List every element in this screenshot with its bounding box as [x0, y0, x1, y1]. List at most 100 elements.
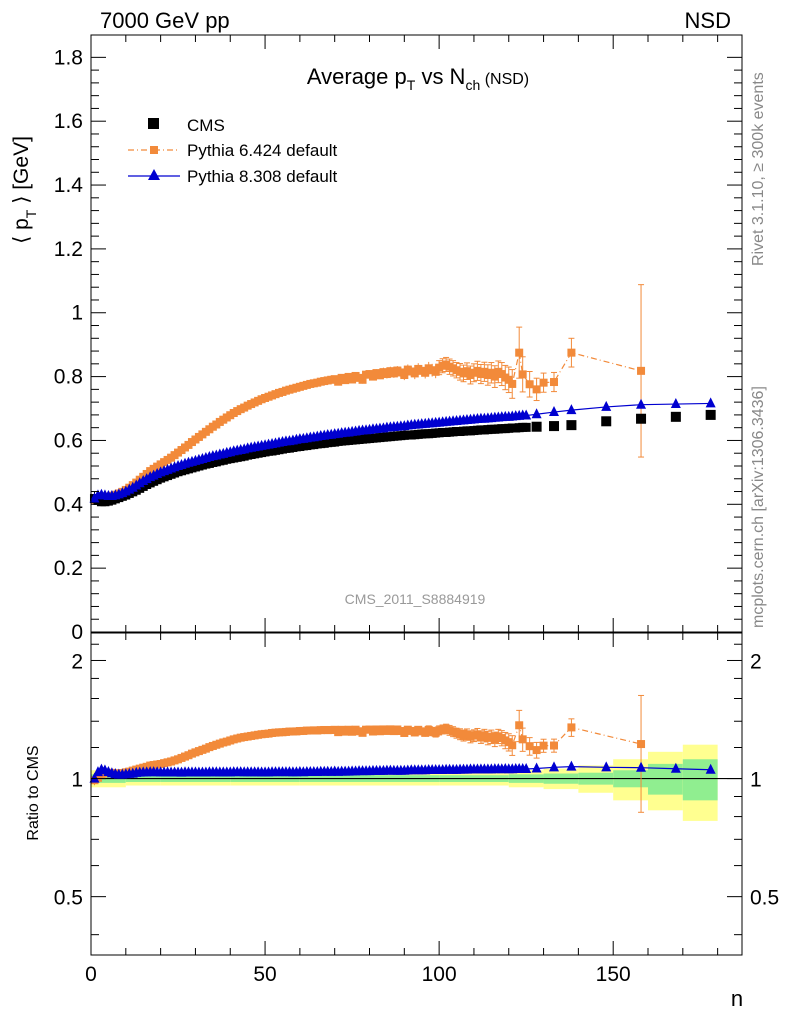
pythia6-point [539, 372, 548, 393]
pythia8-ratio-marker [636, 761, 647, 772]
pythia6-point [532, 377, 541, 402]
pythia6-marker [539, 378, 548, 387]
main-ytick-label: 1 [71, 302, 83, 325]
pythia6-ratio-marker [518, 735, 527, 744]
main-ytick-label: 1.6 [54, 110, 83, 133]
pythia6-ratio-point [508, 735, 517, 756]
pythia6-ratio-marker [539, 741, 548, 750]
pythia8-marker [636, 398, 647, 409]
pythia6-point [567, 337, 576, 368]
main-ytick-label: 0.8 [54, 366, 83, 389]
pythia6-ratio-point [525, 737, 534, 756]
legend-entry-cms: CMS [148, 116, 225, 135]
pythia6-ratio-marker [532, 746, 541, 755]
cms-marker [670, 411, 681, 422]
pythia6-point [637, 284, 646, 458]
legend-label-pythia8: Pythia 8.308 default [187, 167, 338, 186]
pythia6-marker [431, 367, 440, 376]
pythia6-ratio-point [567, 718, 576, 737]
cms-marker [636, 413, 647, 424]
pythia8-marker [670, 398, 681, 409]
ratio-band-inner [682, 759, 718, 801]
pythia6-ratio-marker [567, 723, 576, 732]
main-ytick-label: 1.2 [54, 238, 83, 261]
pythia8-ratio-marker [566, 760, 577, 771]
pythia6-marker [504, 375, 513, 384]
pythia6-point [550, 371, 559, 393]
main-ytick-label: 0.2 [54, 557, 83, 580]
pythia6-marker [532, 385, 541, 394]
ratio-ytick-label-right: 0.5 [750, 887, 779, 910]
xtick-label: 150 [596, 963, 631, 986]
x-axis-label: n [731, 986, 743, 1011]
pythia6-point [508, 369, 517, 399]
main-ytick-label: 0.6 [54, 429, 83, 452]
legend-entry-pythia8: Pythia 8.308 default [128, 167, 338, 186]
pythia8-ratio-marker [89, 772, 100, 783]
main-frame [90, 34, 743, 633]
xtick-label: 100 [422, 963, 457, 986]
legend-marker-pythia8 [148, 169, 160, 180]
ratio-ytick-label-right: 1 [750, 769, 762, 792]
header-right: NSD [685, 8, 731, 33]
ratio-frame [90, 632, 743, 956]
pythia6-point [525, 370, 534, 398]
cms-marker [549, 421, 560, 432]
cms-marker [531, 421, 542, 432]
pythia6-ratio-marker [508, 741, 517, 750]
pythia6-ratio-point [550, 738, 559, 753]
legend-label-pythia6: Pythia 6.424 default [187, 141, 338, 160]
main-ytick-label: 0 [71, 621, 83, 644]
pythia8-marker [705, 397, 716, 408]
pythia6-marker [525, 380, 534, 389]
main-ytick-label: 1.8 [54, 46, 83, 69]
pythia6-marker [490, 372, 499, 381]
pythia8-ratio-marker [601, 761, 612, 772]
pythia8-marker [566, 404, 577, 415]
ratio-ylabel: Ratio to CMS [25, 745, 42, 840]
pythia6-marker [518, 370, 527, 379]
main-panel: CMS_2011_S8884919 0 0.2 0.4 0.6 0.8 1 1.2 1.4 1.… [54, 34, 743, 644]
pythia6-marker [421, 368, 430, 377]
xtick-label: 0 [85, 963, 97, 986]
ratio-ytick-label: 0.5 [54, 887, 83, 910]
pythia8-marker [601, 400, 612, 411]
cms-marker [521, 422, 531, 432]
watermark: CMS_2011_S8884919 [345, 591, 486, 607]
main-ylabel: ⟨ pT ⟩ [GeV] [10, 136, 39, 244]
cms-marker [705, 409, 716, 420]
pythia8-ratio-marker [521, 763, 532, 774]
ratio-panel: 0.5 0.5 1 1 2 2 0 50 100 150 [54, 632, 779, 986]
pythia6-marker [508, 379, 517, 388]
main-title: Average pT vs Nch (NSD) [307, 64, 529, 93]
pythia6-marker [550, 378, 559, 387]
pythia6-marker [637, 366, 646, 375]
legend-entry-pythia6: Pythia 6.424 default [128, 141, 338, 160]
mcplots-label: mcplots.cern.ch [arXiv:1306.3436] [750, 386, 767, 628]
ratio-ytick-label: 2 [71, 650, 83, 673]
pythia8-marker [521, 409, 532, 420]
pythia6-marker [567, 348, 576, 357]
main-ytick-label: 1.4 [54, 174, 84, 197]
pythia6-ratio-marker [515, 721, 524, 730]
header-left: 7000 GeV pp [100, 8, 230, 33]
ratio-ytick-label: 1 [71, 769, 83, 792]
pythia6-marker [400, 371, 409, 380]
pythia6-marker [515, 348, 524, 357]
legend-marker-pythia6 [150, 146, 158, 154]
pythia6-ratio-point [539, 738, 548, 753]
pythia6-point [518, 356, 527, 393]
pythia6-point [504, 366, 513, 394]
legend-marker-cms [148, 118, 159, 129]
main-ytick-label: 0.4 [54, 493, 84, 516]
pythia6-ratio-point [532, 741, 541, 759]
pythia6-ratio-point [637, 694, 646, 813]
pythia6-marker [358, 375, 367, 384]
ratio-ytick-label-right: 2 [750, 650, 762, 673]
legend: CMS Pythia 6.424 default Pythia 8.308 de… [128, 116, 338, 186]
pythia8-ratio-marker [531, 762, 542, 773]
pythia8-marker [531, 408, 542, 419]
cms-marker [601, 416, 612, 427]
pythia6-ratio-marker [525, 742, 534, 751]
